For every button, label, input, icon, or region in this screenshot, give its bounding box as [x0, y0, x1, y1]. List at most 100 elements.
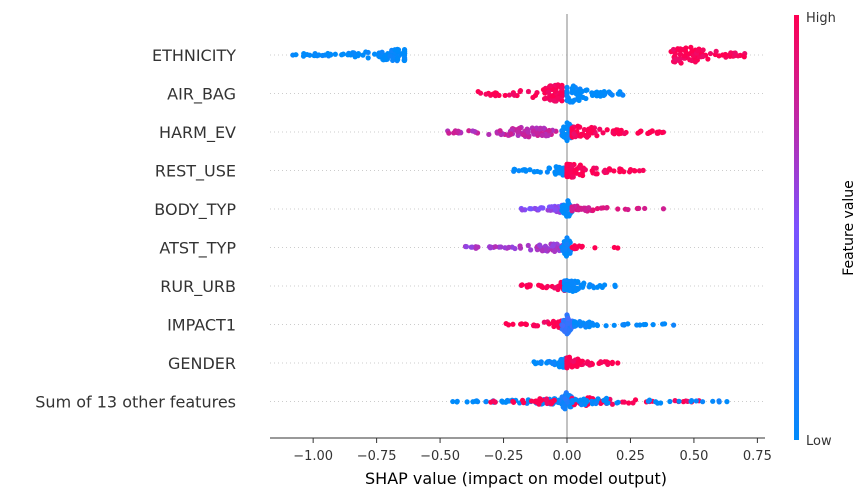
data-point [595, 396, 601, 402]
data-point [677, 52, 683, 58]
colorbar-high-label: High [806, 11, 836, 26]
data-point [577, 359, 584, 365]
data-point [626, 400, 632, 406]
data-point [566, 98, 572, 104]
data-point [594, 171, 600, 177]
data-point [355, 51, 362, 57]
data-point [530, 128, 536, 134]
data-point [672, 56, 678, 62]
data-point [615, 360, 621, 366]
data-point [575, 207, 582, 213]
data-point [589, 92, 596, 99]
x-axis-title: SHAP value (impact on model output) [365, 469, 667, 488]
data-point [455, 128, 461, 134]
data-point [594, 205, 601, 212]
data-point [630, 400, 636, 406]
row-guides [270, 54, 765, 402]
data-point [551, 321, 557, 327]
data-point [379, 49, 385, 55]
data-point [564, 88, 570, 95]
data-point [592, 245, 598, 251]
data-point [584, 320, 590, 326]
data-point [517, 243, 523, 249]
data-point [464, 399, 470, 405]
data-point [483, 91, 489, 97]
data-point [572, 246, 578, 252]
data-point [716, 398, 722, 404]
data-point [582, 401, 588, 408]
data-point [605, 361, 611, 367]
data-point [544, 400, 550, 407]
feature-label: REST_USE [155, 162, 236, 182]
data-point [549, 204, 555, 210]
data-points [290, 44, 748, 412]
data-point [450, 398, 456, 405]
data-point [564, 137, 570, 144]
data-point [490, 398, 497, 404]
data-point [597, 126, 603, 132]
data-point [510, 321, 516, 327]
data-point [468, 244, 474, 250]
data-point [710, 398, 716, 404]
data-point [567, 404, 573, 410]
data-point [528, 247, 534, 253]
data-point [586, 284, 592, 290]
feature-label: AIR_BAG [167, 85, 236, 105]
data-point [603, 323, 609, 329]
data-point [387, 53, 393, 59]
data-point [560, 322, 566, 329]
x-tick-label: 0.00 [553, 449, 582, 464]
data-point [518, 321, 524, 327]
data-point [642, 321, 649, 328]
data-point [695, 48, 701, 54]
data-point [552, 206, 559, 213]
data-point [401, 55, 408, 61]
data-point [554, 165, 560, 171]
feature-label: ETHNICITY [152, 46, 236, 65]
data-point [602, 282, 608, 288]
data-point [611, 244, 617, 251]
data-point [681, 53, 687, 59]
data-point [536, 242, 543, 248]
data-point [345, 52, 351, 58]
data-point [660, 321, 666, 327]
data-point [502, 245, 508, 251]
data-point [593, 400, 599, 407]
data-point [541, 125, 547, 131]
feature-label: GENDER [168, 354, 236, 373]
data-point [560, 209, 566, 216]
data-point [502, 92, 508, 99]
data-point [546, 165, 553, 172]
data-point [581, 127, 588, 133]
data-point [605, 400, 611, 406]
data-point [339, 52, 345, 58]
data-point [550, 243, 556, 249]
data-point [525, 129, 531, 135]
data-point [563, 253, 570, 259]
data-point [575, 123, 581, 129]
data-point [508, 131, 514, 137]
data-point [532, 92, 539, 99]
data-point [544, 283, 551, 290]
data-point [492, 244, 499, 250]
data-point [671, 322, 677, 328]
data-point [515, 129, 521, 135]
data-point [615, 91, 621, 97]
data-point [539, 132, 545, 139]
data-point [561, 287, 568, 293]
data-point [483, 399, 489, 405]
data-point [519, 167, 526, 173]
x-tick-label: 0.50 [679, 449, 708, 464]
data-point [680, 399, 686, 405]
data-point [543, 397, 550, 403]
data-point [606, 166, 613, 172]
data-point [566, 213, 572, 219]
data-point [446, 130, 452, 136]
data-point [492, 93, 499, 99]
data-point [609, 92, 615, 98]
data-point [562, 328, 568, 334]
data-point [565, 283, 571, 289]
data-point [572, 323, 578, 329]
data-point [636, 168, 643, 174]
data-point [522, 321, 529, 327]
